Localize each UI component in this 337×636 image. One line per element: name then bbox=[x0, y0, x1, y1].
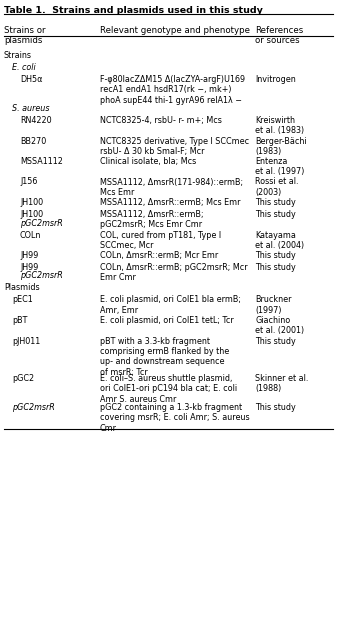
Text: F-φ80lacZΔM15 Δ(lacZYA-argF)U169
recA1 endA1 hsdR17(rk −, mk+)
phoA supE44 thi-1: F-φ80lacZΔM15 Δ(lacZYA-argF)U169 recA1 e… bbox=[100, 75, 245, 105]
Text: COL, cured from pT181, Type I
SCCmec, Mcr: COL, cured from pT181, Type I SCCmec, Mc… bbox=[100, 230, 221, 250]
Text: JH99: JH99 bbox=[20, 251, 38, 260]
Text: pGC2: pGC2 bbox=[12, 374, 34, 383]
Text: E. coli: E. coli bbox=[12, 63, 36, 72]
Text: Kreiswirth
et al. (1983): Kreiswirth et al. (1983) bbox=[255, 116, 304, 135]
Text: NCTC8325 derivative, Type I SCCmec
rsbU- Δ 30 kb SmaI-F; Mcr: NCTC8325 derivative, Type I SCCmec rsbU-… bbox=[100, 137, 249, 156]
Text: NCTC8325-4, rsbU- r- m+; Mcs: NCTC8325-4, rsbU- r- m+; Mcs bbox=[100, 116, 222, 125]
Text: E. coli–S. aureus shuttle plasmid,
ori ColE1-ori pC194 bla cat; E. coli
Amr S. a: E. coli–S. aureus shuttle plasmid, ori C… bbox=[100, 374, 237, 404]
Text: E. coli plasmid, ori ColE1 bla ermB;
Amr, Emr: E. coli plasmid, ori ColE1 bla ermB; Amr… bbox=[100, 296, 241, 315]
Text: This study: This study bbox=[255, 403, 296, 412]
Text: Giachino
et al. (2001): Giachino et al. (2001) bbox=[255, 316, 304, 335]
Text: This study: This study bbox=[255, 251, 296, 260]
Text: Rossi et al.
(2003): Rossi et al. (2003) bbox=[255, 177, 299, 197]
Text: Skinner et al.
(1988): Skinner et al. (1988) bbox=[255, 374, 308, 394]
Text: MSSA1112, ΔmsrR(171-984)::ermB;
Mcs Emr: MSSA1112, ΔmsrR(171-984)::ermB; Mcs Emr bbox=[100, 177, 243, 197]
Text: Invitrogen: Invitrogen bbox=[255, 75, 296, 84]
Text: Bruckner
(1997): Bruckner (1997) bbox=[255, 296, 292, 315]
Text: JH100: JH100 bbox=[20, 210, 43, 219]
Text: MSSA1112, ΔmsrR::ermB; Mcs Emr: MSSA1112, ΔmsrR::ermB; Mcs Emr bbox=[100, 198, 241, 207]
Text: COLn, ΔmsrR::ermB; pGC2msrR; Mcr
Emr Cmr: COLn, ΔmsrR::ermB; pGC2msrR; Mcr Emr Cmr bbox=[100, 263, 248, 282]
Text: pJH011: pJH011 bbox=[12, 336, 40, 345]
Text: Strains: Strains bbox=[4, 51, 32, 60]
Text: E. coli plasmid, ori ColE1 tetL; Tcr: E. coli plasmid, ori ColE1 tetL; Tcr bbox=[100, 316, 234, 325]
Text: pEC1: pEC1 bbox=[12, 296, 33, 305]
Text: Katayama
et al. (2004): Katayama et al. (2004) bbox=[255, 230, 304, 250]
Text: Entenza
et al. (1997): Entenza et al. (1997) bbox=[255, 157, 304, 176]
Text: Strains or
plasmids: Strains or plasmids bbox=[4, 26, 45, 45]
Text: MSSA1112, ΔmsrR::ermB;
pGC2msrR; Mcs Emr Cmr: MSSA1112, ΔmsrR::ermB; pGC2msrR; Mcs Emr… bbox=[100, 210, 204, 230]
Text: pBT: pBT bbox=[12, 316, 27, 325]
Text: JH100: JH100 bbox=[20, 198, 43, 207]
Text: BB270: BB270 bbox=[20, 137, 46, 146]
Text: References
or sources: References or sources bbox=[255, 26, 303, 45]
Text: DH5α: DH5α bbox=[20, 75, 42, 84]
Text: Table 1.  Strains and plasmids used in this study: Table 1. Strains and plasmids used in th… bbox=[4, 6, 263, 15]
Text: pGC2msrR: pGC2msrR bbox=[12, 403, 55, 412]
Text: S. aureus: S. aureus bbox=[12, 104, 50, 113]
Text: pBT with a 3.3-kb fragment
comprising ermB flanked by the
up- and downstream seq: pBT with a 3.3-kb fragment comprising er… bbox=[100, 336, 229, 377]
Text: Berger-Bächi
(1983): Berger-Bächi (1983) bbox=[255, 137, 307, 156]
Text: COLn, ΔmsrR::ermB; Mcr Emr: COLn, ΔmsrR::ermB; Mcr Emr bbox=[100, 251, 218, 260]
Text: This study: This study bbox=[255, 210, 296, 219]
Text: Plasmids: Plasmids bbox=[4, 284, 40, 293]
Text: RN4220: RN4220 bbox=[20, 116, 52, 125]
Text: COLn: COLn bbox=[20, 230, 41, 240]
Text: J156: J156 bbox=[20, 177, 37, 186]
Text: pGC2msrR: pGC2msrR bbox=[20, 219, 63, 228]
Text: pGC2msrR: pGC2msrR bbox=[20, 272, 63, 280]
Text: pGC2 containing a 1.3-kb fragment
covering msrR; E. coli Amr; S. aureus
Cmr: pGC2 containing a 1.3-kb fragment coveri… bbox=[100, 403, 250, 433]
Text: Clinical isolate, bla; Mcs: Clinical isolate, bla; Mcs bbox=[100, 157, 196, 166]
Text: Relevant genotype and phenotype: Relevant genotype and phenotype bbox=[100, 26, 250, 35]
Text: This study: This study bbox=[255, 336, 296, 345]
Text: JH99: JH99 bbox=[20, 263, 38, 272]
Text: MSSA1112: MSSA1112 bbox=[20, 157, 63, 166]
Text: This study: This study bbox=[255, 198, 296, 207]
Text: This study: This study bbox=[255, 263, 296, 272]
